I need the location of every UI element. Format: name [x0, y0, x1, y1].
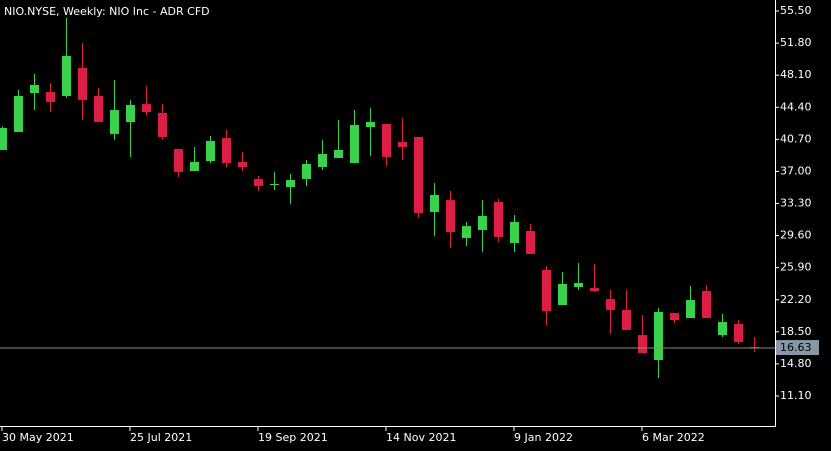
- y-tick-label: 51.80: [780, 36, 812, 49]
- candle-body: [702, 290, 711, 319]
- candle-body: [94, 95, 103, 122]
- x-tick-label: 30 May 2021: [2, 431, 74, 444]
- candle-body: [590, 288, 599, 291]
- y-tick-label: 44.40: [780, 100, 812, 113]
- candle-body: [62, 56, 71, 96]
- candle-body: [718, 322, 727, 336]
- candle-body: [558, 283, 567, 306]
- y-tick-label: 18.50: [780, 325, 812, 338]
- y-tick-label: 40.70: [780, 132, 812, 145]
- y-tick-label: 33.30: [780, 197, 812, 210]
- candle-body: [350, 125, 359, 164]
- candle-body: [0, 127, 7, 151]
- y-tick-label: 11.10: [780, 389, 812, 402]
- y-tick-label: 48.10: [780, 68, 812, 81]
- y-tick-label: 37.00: [780, 164, 812, 177]
- candle-body: [142, 104, 151, 113]
- candle-body: [174, 149, 183, 173]
- candle-body: [670, 313, 679, 321]
- candle-body: [302, 163, 311, 179]
- x-tick-label: 19 Sep 2021: [258, 431, 328, 444]
- candle-body: [46, 91, 55, 102]
- x-tick-label: 14 Nov 2021: [386, 431, 456, 444]
- candle-body: [222, 138, 231, 164]
- candle-body: [638, 335, 647, 353]
- candle-body: [494, 202, 503, 237]
- last-price-box: [776, 340, 819, 356]
- candle-body: [270, 183, 279, 186]
- candle-body: [286, 180, 295, 188]
- candle-body: [318, 153, 327, 168]
- last-price-label: 16.63: [780, 341, 812, 354]
- candle-body: [462, 226, 471, 239]
- candle-body: [238, 161, 247, 168]
- y-tick-label: 25.90: [780, 261, 812, 274]
- candle-body: [446, 200, 455, 233]
- plot-area: [0, 18, 775, 379]
- candle-body: [734, 324, 743, 343]
- x-tick-label: 9 Jan 2022: [514, 431, 573, 444]
- candle-body: [398, 142, 407, 147]
- candle-body: [430, 195, 439, 213]
- y-tick-label: 55.50: [780, 4, 812, 17]
- candle-body: [654, 311, 663, 361]
- candle-body: [206, 140, 215, 162]
- candle-body: [110, 110, 119, 135]
- y-tick-label: 29.60: [780, 229, 812, 242]
- candle-body: [622, 309, 631, 331]
- candle-body: [526, 230, 535, 254]
- candle-body: [78, 67, 87, 100]
- candle-body: [334, 150, 343, 158]
- candle-body: [414, 136, 423, 214]
- candle-body: [254, 178, 263, 186]
- candle-body: [14, 95, 23, 132]
- candle-body: [542, 270, 551, 312]
- candle-body: [30, 84, 39, 94]
- y-tick-label: 22.20: [780, 293, 812, 306]
- chart-title: NIO.NYSE, Weekly: NIO Inc - ADR CFD: [4, 5, 210, 18]
- candle-body: [382, 123, 391, 158]
- candle-body: [366, 121, 375, 128]
- candle-body: [158, 112, 167, 137]
- candle-body: [750, 347, 759, 349]
- candle-body: [606, 298, 615, 310]
- candle-body: [510, 221, 519, 244]
- y-tick-label: 14.80: [780, 357, 812, 370]
- candle-body: [574, 283, 583, 288]
- x-tick-label: 25 Jul 2021: [130, 431, 192, 444]
- candle-body: [190, 161, 199, 171]
- candle-body: [126, 105, 135, 122]
- candle-body: [478, 215, 487, 231]
- x-tick-label: 6 Mar 2022: [642, 431, 705, 444]
- candle-body: [686, 300, 695, 319]
